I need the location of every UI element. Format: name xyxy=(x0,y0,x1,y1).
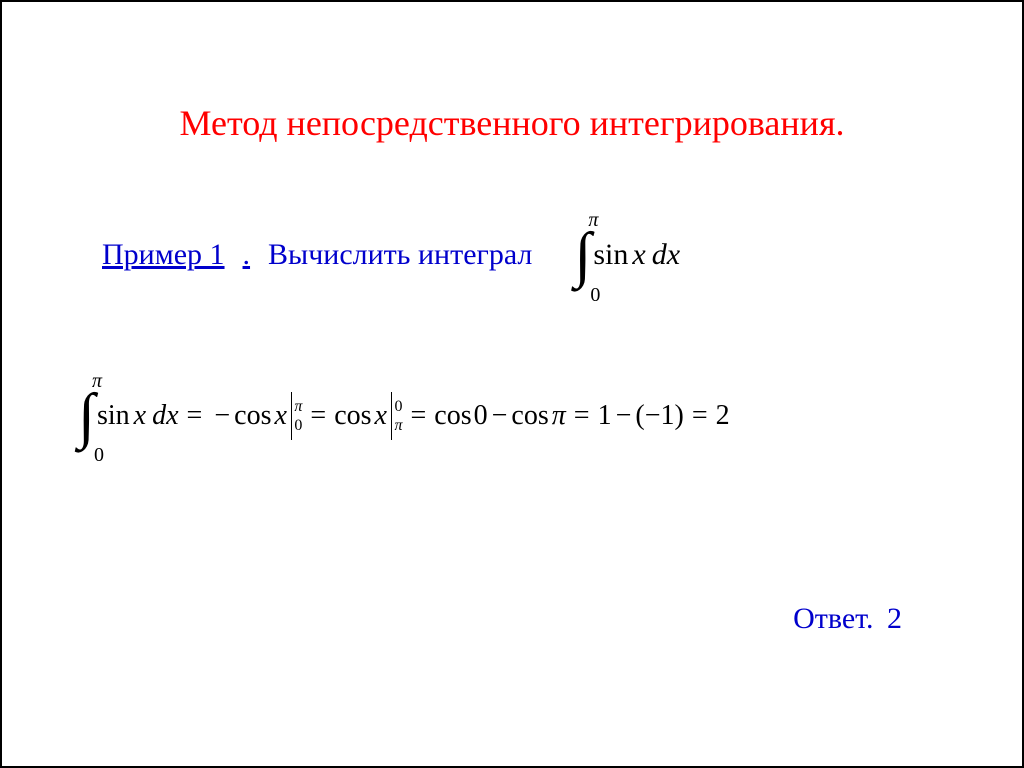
integral-upper-limit: π xyxy=(588,210,598,230)
page-title: Метод непосредственного интегрирования. xyxy=(2,102,1022,144)
eval-upper: 0 xyxy=(394,397,402,416)
integrand-variable: x xyxy=(628,238,645,271)
answer-value: 2 xyxy=(881,602,902,635)
integrand: sinxdx xyxy=(593,238,680,272)
equals-sign: = xyxy=(302,400,334,432)
step3a-func: cos xyxy=(434,400,471,432)
eval-bar-line xyxy=(391,392,393,440)
solution-lhs-integral: π ∫ 0 sinxdx xyxy=(78,393,179,440)
example-label-text: Пример 1 xyxy=(102,238,225,271)
solution-row: π ∫ 0 sinxdx = − cos x π 0 = cos x 0 xyxy=(78,392,730,440)
integrand: sinxdx xyxy=(97,400,179,432)
eval-limits: π 0 xyxy=(294,397,302,435)
example-row: Пример 1. Вычислить интеграл π ∫ 0 sinxd… xyxy=(102,232,680,279)
eval-upper: π xyxy=(294,397,302,416)
integral-symbol: π ∫ 0 xyxy=(574,232,591,279)
eval-lower: 0 xyxy=(294,416,302,435)
result-value: 2 xyxy=(716,400,730,432)
minus-sign: − xyxy=(612,400,636,432)
step1-var: x xyxy=(271,400,286,432)
example-label-period: . xyxy=(243,238,251,272)
step3b-func: cos xyxy=(511,400,548,432)
step4-b: (−1) xyxy=(635,400,683,432)
equals-sign: = xyxy=(684,400,716,432)
integral-sign-glyph: ∫ xyxy=(78,393,95,440)
step3a-arg: 0 xyxy=(472,400,488,432)
step2-var: x xyxy=(372,400,387,432)
equals-sign: = xyxy=(566,400,598,432)
answer-label: Ответ. xyxy=(793,602,873,635)
eval-bar-line xyxy=(291,392,293,440)
slide-frame: Метод непосредственного интегрирования. … xyxy=(0,0,1024,768)
step3b-arg: π xyxy=(549,400,566,432)
eval-lower: π xyxy=(394,416,402,435)
integral-symbol: π ∫ 0 xyxy=(78,393,95,440)
integral-sign-glyph: ∫ xyxy=(574,232,591,279)
answer-block: Ответ. 2 xyxy=(793,602,902,636)
equals-sign: = xyxy=(179,400,211,432)
integral-lower-limit: 0 xyxy=(590,285,600,305)
example-prompt: Вычислить интеграл xyxy=(268,238,532,272)
evaluation-bar: π 0 xyxy=(287,392,303,440)
integrand-differential: dx xyxy=(146,400,178,431)
integrand-variable: x xyxy=(130,400,146,431)
equals-sign: = xyxy=(403,400,435,432)
step4-a: 1 xyxy=(598,400,612,432)
integrand-differential: dx xyxy=(646,238,680,271)
minus-sign: − xyxy=(210,400,234,432)
integrand-function: sin xyxy=(593,238,628,271)
eval-limits: 0 π xyxy=(394,397,402,435)
integral-upper-limit: π xyxy=(92,371,102,391)
evaluation-bar: 0 π xyxy=(387,392,403,440)
integral-lower-limit: 0 xyxy=(94,445,104,465)
minus-sign: − xyxy=(488,400,512,432)
step1-func: cos xyxy=(234,400,271,432)
prompt-integral: π ∫ 0 sinxdx xyxy=(574,232,680,279)
integrand-function: sin xyxy=(97,400,130,431)
example-label: Пример 1 xyxy=(102,238,225,272)
step2-func: cos xyxy=(334,400,371,432)
